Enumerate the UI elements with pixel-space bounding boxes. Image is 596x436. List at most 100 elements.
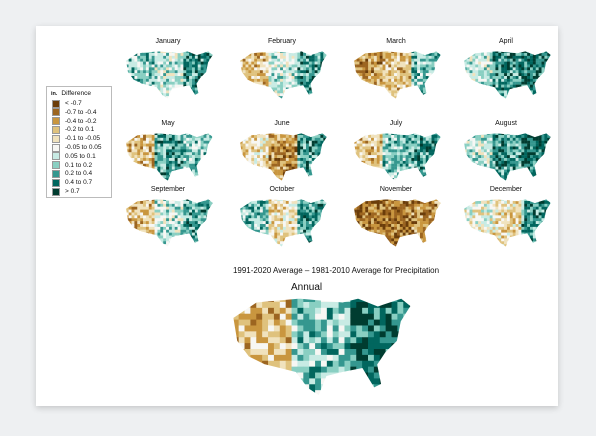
map-cell: [129, 129, 132, 132]
map-cell: [443, 181, 444, 184]
map-cell: [209, 78, 213, 82]
map-cell: [394, 166, 398, 170]
map-cell: [239, 93, 243, 97]
map-cell: [320, 169, 324, 173]
map-cell: [248, 160, 252, 164]
map-cell: [521, 52, 525, 57]
map-cell: [437, 178, 441, 182]
map-cell: [512, 73, 516, 77]
map-cell: [143, 129, 146, 132]
map-cell: [402, 73, 406, 77]
map-cell: [379, 169, 383, 173]
map-cell: [128, 70, 132, 74]
map-cell: [365, 99, 368, 102]
map-cell: [192, 90, 196, 94]
map-cell: [466, 51, 470, 54]
map-cell: [368, 166, 372, 170]
map-cell: [274, 133, 278, 136]
map-cell: [308, 58, 312, 62]
map-cell: [356, 134, 360, 139]
map-cell: [134, 172, 138, 176]
map-cell: [515, 93, 519, 97]
map-cell: [277, 149, 281, 153]
map-cell: [466, 90, 470, 94]
map-cell: [285, 178, 289, 182]
map-cell: [323, 81, 327, 85]
map-cell: [125, 81, 129, 85]
map-cell: [166, 152, 170, 156]
map-cell: [406, 102, 409, 105]
map-cell: [411, 137, 415, 141]
map-cell: [408, 102, 411, 105]
map-cell: [544, 84, 548, 88]
map-cell: [394, 146, 398, 150]
map-cell: [408, 172, 412, 176]
map-cell: [547, 90, 551, 94]
map-cell: [192, 58, 196, 62]
map-cell: [391, 52, 395, 57]
map-cell: [148, 169, 152, 173]
map-cell: [160, 158, 164, 162]
map-cell: [143, 102, 146, 105]
map-cell: [174, 93, 178, 97]
map-cell: [365, 64, 369, 68]
map-cell: [532, 81, 536, 85]
map-cell: [385, 133, 389, 136]
map-cell: [311, 137, 315, 141]
map-cell: [183, 163, 187, 167]
map-cell: [125, 178, 129, 182]
map-cell: [388, 102, 391, 105]
map-cell: [437, 172, 441, 176]
map-cell: [440, 178, 442, 182]
map-cell: [271, 87, 275, 91]
map-cell: [314, 52, 318, 57]
map-cell: [120, 170, 123, 173]
map-cell: [388, 70, 392, 74]
legend-swatch: [52, 108, 60, 117]
map-cell: [411, 76, 415, 80]
map-cell: [215, 85, 216, 88]
map-cell: [200, 61, 204, 65]
map-cell: [414, 76, 418, 80]
map-cell: [245, 178, 249, 182]
map-cell: [201, 99, 204, 102]
map-cell: [306, 134, 310, 139]
map-cell: [129, 47, 132, 50]
map-cell: [192, 99, 195, 102]
map-cell: [239, 55, 240, 59]
map-cell: [209, 55, 213, 59]
map-cell: [157, 55, 161, 59]
map-cell: [265, 70, 269, 74]
map-cell: [348, 158, 351, 161]
map-cell: [254, 137, 258, 141]
map-cell: [308, 78, 312, 82]
map-cell: [486, 67, 490, 71]
map-cell: [428, 134, 432, 139]
map-cell: [547, 73, 551, 77]
map-cell: [405, 175, 409, 179]
map-cell: [359, 64, 363, 68]
map-cell: [402, 134, 406, 139]
map-cell: [134, 78, 138, 82]
map-cell: [365, 137, 369, 141]
map-cell: [353, 55, 354, 59]
map-cell: [403, 99, 406, 102]
map-cell: [356, 51, 360, 54]
map-cell: [394, 181, 397, 184]
map-cell: [314, 78, 318, 82]
map-cell: [527, 70, 531, 74]
map-cell: [399, 96, 403, 100]
legend-item: -0.7 to -0.4: [52, 108, 96, 117]
map-cell: [215, 164, 216, 167]
map-cell: [212, 149, 214, 153]
map-cell: [466, 67, 470, 71]
map-cell: [143, 140, 147, 144]
map-cell: [151, 76, 155, 80]
map-cell: [125, 172, 126, 176]
map-cell: [417, 73, 421, 77]
map-cell: [151, 96, 155, 100]
map-cell: [268, 133, 272, 136]
map-cell: [215, 76, 216, 79]
map-cell: [200, 172, 204, 176]
map-cell: [297, 93, 301, 97]
